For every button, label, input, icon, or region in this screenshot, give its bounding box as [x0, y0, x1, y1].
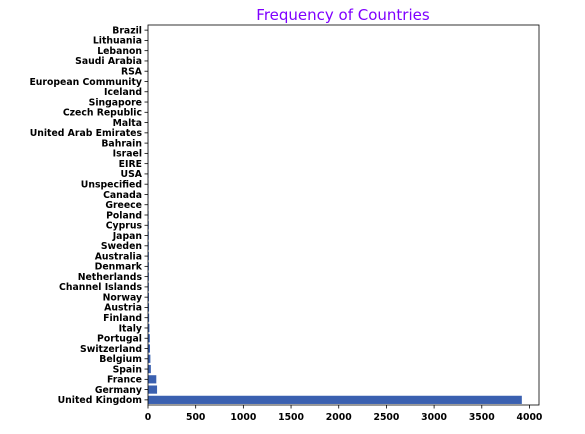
bar-switzerland	[148, 344, 151, 353]
y-tick-label-channel-islands: Channel Islands	[59, 282, 142, 293]
y-tick-label-greece: Greece	[105, 200, 142, 211]
y-tick-label-eire: EIRE	[119, 159, 142, 170]
y-tick-label-france: France	[107, 375, 142, 386]
y-tick-label-italy: Italy	[119, 323, 142, 334]
x-tick-label-0: 0	[145, 412, 152, 423]
bar-australia	[148, 251, 149, 261]
y-tick-label-usa: USA	[121, 169, 143, 180]
x-tick-label-500: 500	[186, 412, 206, 423]
y-tick-label-australia: Australia	[95, 251, 142, 262]
y-tick-label-germany: Germany	[95, 385, 142, 396]
bar-united-kingdom	[148, 395, 522, 404]
y-tick-label-singapore: Singapore	[89, 97, 142, 108]
y-tick-label-netherlands: Netherlands	[78, 272, 143, 283]
y-tick-label-cyprus: Cyprus	[106, 221, 143, 232]
y-tick-label-finland: Finland	[103, 313, 142, 324]
bar-belgium	[148, 354, 151, 363]
y-tick-label-czech-republic: Czech Republic	[63, 108, 142, 119]
y-tick-label-austria: Austria	[104, 303, 142, 314]
bar-finland	[148, 313, 150, 322]
bar-denmark	[148, 262, 149, 271]
y-tick-label-spain: Spain	[113, 364, 142, 375]
x-tick-label-1500: 1500	[278, 412, 304, 423]
x-tick-label-1000: 1000	[230, 412, 256, 423]
y-tick-label-malta: Malta	[113, 118, 142, 129]
x-tick-label-2500: 2500	[373, 412, 399, 423]
y-tick-label-poland: Poland	[106, 210, 142, 221]
bar-austria	[148, 303, 150, 312]
y-tick-label-sweden: Sweden	[101, 241, 142, 252]
y-tick-label-norway: Norway	[103, 292, 142, 303]
y-tick-label-israel: Israel	[113, 149, 142, 160]
y-tick-label-rsa: RSA	[121, 67, 143, 78]
bar-portugal	[148, 334, 150, 343]
x-tick-label-3500: 3500	[469, 412, 495, 423]
bar-germany	[148, 385, 158, 394]
bar-italy	[148, 323, 150, 333]
x-tick-label-3000: 3000	[421, 412, 447, 423]
bar-spain	[148, 364, 151, 374]
y-tick-label-switzerland: Switzerland	[80, 344, 142, 355]
bar-france	[148, 375, 157, 384]
plot-frame	[147, 24, 540, 406]
y-tick-label-denmark: Denmark	[95, 262, 143, 273]
y-tick-label-saudi-arabia: Saudi Arabia	[75, 56, 142, 67]
x-tick-label-2000: 2000	[326, 412, 352, 423]
y-tick-label-iceland: Iceland	[104, 87, 142, 98]
y-tick-label-united-arab-emirates: United Arab Emirates	[30, 128, 143, 139]
y-tick-label-bahrain: Bahrain	[101, 138, 142, 149]
y-tick-label-brazil: Brazil	[112, 25, 142, 36]
y-tick-label-japan: Japan	[112, 231, 142, 242]
y-tick-label-lithuania: Lithuania	[93, 36, 142, 47]
y-tick-label-portugal: Portugal	[97, 334, 142, 345]
y-tick-label-united-kingdom: United Kingdom	[58, 395, 142, 406]
y-tick-label-canada: Canada	[103, 190, 142, 201]
y-tick-label-lebanon: Lebanon	[97, 46, 142, 57]
bar-netherlands	[148, 272, 149, 281]
y-tick-label-european-community: European Community	[29, 77, 142, 88]
bar-channel-islands	[148, 282, 149, 291]
chart-title: Frequency of Countries	[256, 6, 430, 24]
x-tick-label-4000: 4000	[517, 412, 543, 423]
y-tick-label-unspecified: Unspecified	[81, 179, 142, 190]
bar-norway	[148, 293, 149, 302]
y-tick-label-belgium: Belgium	[99, 354, 142, 365]
